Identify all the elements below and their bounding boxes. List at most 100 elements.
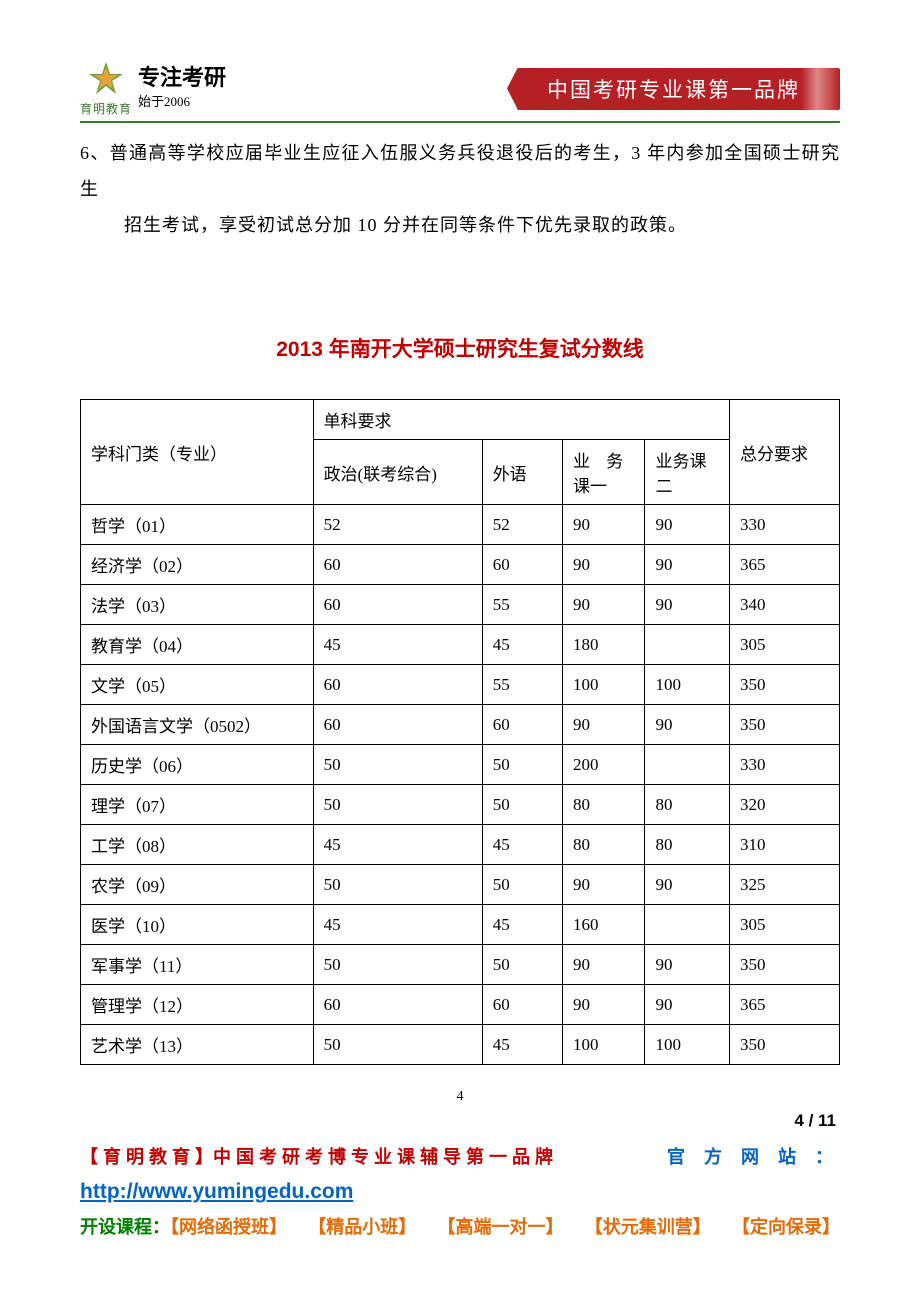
table-cell: 文学（05） — [81, 665, 314, 705]
footer-url[interactable]: http://www.yumingedu.com — [80, 1180, 353, 1203]
page: 育明教育 专注考研 始于2006 中国考研专业课第一品牌 6、普通高等学校应届毕… — [0, 0, 920, 1284]
table-cell: 90 — [563, 985, 645, 1025]
table-cell: 365 — [730, 545, 840, 585]
table-cell: 50 — [482, 865, 562, 905]
table-cell: 90 — [563, 505, 645, 545]
table-cell: 60 — [313, 545, 482, 585]
th-subject: 学科门类（专业） — [81, 400, 314, 505]
table-row: 文学（05）6055100100350 — [81, 665, 840, 705]
table-row: 经济学（02）60609090365 — [81, 545, 840, 585]
table-cell: 90 — [645, 945, 730, 985]
th-course1: 业 务 课一 — [563, 440, 645, 505]
footer-brand-text: 中 国 考 研 考 博 专 业 课 辅 导 第 一 品 牌 — [213, 1147, 553, 1167]
table-cell: 350 — [730, 705, 840, 745]
table-cell: 50 — [313, 745, 482, 785]
table-cell: 60 — [482, 545, 562, 585]
table-cell: 325 — [730, 865, 840, 905]
footer-line1: 【 育 明 教 育 】中 国 考 研 考 博 专 业 课 辅 导 第 一 品 牌… — [80, 1141, 840, 1173]
table-cell: 305 — [730, 625, 840, 665]
footer-brand: 【 育 明 教 育 】中 国 考 研 考 博 专 业 课 辅 导 第 一 品 牌 — [80, 1141, 553, 1173]
courses-label: 开设课程： — [80, 1217, 170, 1237]
logo-name: 育明教育 — [80, 100, 132, 117]
th-foreign: 外语 — [482, 440, 562, 505]
table-cell: 330 — [730, 745, 840, 785]
th-section: 单科要求 — [313, 400, 729, 440]
table-cell: 60 — [313, 985, 482, 1025]
table-cell: 45 — [313, 825, 482, 865]
banner: 中国考研专业课第一品牌 — [517, 68, 840, 110]
footer-courses: 开设课程：【网络函授班】 【精品小班】 【高端一对一】 【状元集训营】 【定向保… — [80, 1211, 840, 1243]
footer-site-label-text: 官 方 网 站 ： — [667, 1147, 840, 1167]
table-cell: 50 — [482, 945, 562, 985]
table-row: 工学（08）45458080310 — [81, 825, 840, 865]
course-3: 【高端一对一】 — [438, 1211, 564, 1243]
table-cell: 60 — [313, 665, 482, 705]
page-header: 育明教育 专注考研 始于2006 中国考研专业课第一品牌 — [80, 60, 840, 117]
table-row: 法学（03）60559090340 — [81, 585, 840, 625]
table-cell: 320 — [730, 785, 840, 825]
th-course1-l2: 课一 — [573, 477, 607, 496]
table-cell: 180 — [563, 625, 645, 665]
table-cell: 医学（10） — [81, 905, 314, 945]
table-title: 2013 年南开大学硕士研究生复试分数线 — [80, 333, 840, 363]
table-cell: 45 — [482, 1025, 562, 1065]
table-cell: 法学（03） — [81, 585, 314, 625]
table-cell: 50 — [482, 745, 562, 785]
table-cell: 80 — [563, 825, 645, 865]
th-course2: 业务课 二 — [645, 440, 730, 505]
course-1: 【网络函授班】 — [170, 1217, 287, 1237]
table-cell — [645, 625, 730, 665]
table-cell: 350 — [730, 1025, 840, 1065]
table-row: 医学（10）4545160305 — [81, 905, 840, 945]
table-cell: 45 — [313, 625, 482, 665]
table-cell: 90 — [563, 545, 645, 585]
table-cell: 340 — [730, 585, 840, 625]
table-row: 哲学（01）52529090330 — [81, 505, 840, 545]
table-cell: 365 — [730, 985, 840, 1025]
table-cell: 外国语言文学（0502） — [81, 705, 314, 745]
table-cell: 100 — [645, 665, 730, 705]
table-cell: 90 — [645, 505, 730, 545]
table-cell: 100 — [645, 1025, 730, 1065]
th-course1-l1: 业 务 — [573, 452, 629, 471]
table-cell: 350 — [730, 945, 840, 985]
th-course2-l1: 业务课 — [655, 452, 706, 471]
logo-since: 始于2006 — [138, 91, 226, 110]
table-cell: 80 — [645, 825, 730, 865]
table-cell: 50 — [482, 785, 562, 825]
table-cell: 45 — [482, 905, 562, 945]
table-cell: 50 — [313, 1025, 482, 1065]
table-cell: 55 — [482, 585, 562, 625]
table-cell: 60 — [482, 705, 562, 745]
table-cell: 军事学（11） — [81, 945, 314, 985]
footer-small-page: 4 — [80, 1089, 840, 1105]
table-cell: 60 — [482, 985, 562, 1025]
table-cell: 理学（07） — [81, 785, 314, 825]
th-politics: 政治(联考综合) — [313, 440, 482, 505]
table-row: 艺术学（13）5045100100350 — [81, 1025, 840, 1065]
table-cell: 305 — [730, 905, 840, 945]
table-cell: 哲学（01） — [81, 505, 314, 545]
table-cell: 历史学（06） — [81, 745, 314, 785]
table-cell: 90 — [645, 985, 730, 1025]
table-cell: 55 — [482, 665, 562, 705]
table-cell: 90 — [645, 705, 730, 745]
logo-block: 育明教育 专注考研 始于2006 — [80, 60, 226, 117]
para-line1: 6、普通高等学校应届毕业生应征入伍服义务兵役退役后的考生，3 年内参加全国硕士研… — [80, 143, 840, 199]
logo-icon-wrap: 育明教育 — [80, 60, 132, 117]
table-cell: 90 — [563, 865, 645, 905]
table-cell: 52 — [482, 505, 562, 545]
table-row: 农学（09）50509090325 — [81, 865, 840, 905]
table-cell: 45 — [313, 905, 482, 945]
table-cell: 45 — [482, 625, 562, 665]
table-cell: 90 — [563, 705, 645, 745]
table-row: 管理学（12）60609090365 — [81, 985, 840, 1025]
table-cell: 艺术学（13） — [81, 1025, 314, 1065]
table-cell: 90 — [645, 585, 730, 625]
table-cell: 90 — [563, 945, 645, 985]
body-paragraph: 6、普通高等学校应届毕业生应征入伍服义务兵役退役后的考生，3 年内参加全国硕士研… — [80, 135, 840, 243]
course-4: 【状元集训营】 — [585, 1211, 711, 1243]
footer-url-line: http://www.yumingedu.com — [80, 1173, 840, 1211]
table-row: 教育学（04）4545180305 — [81, 625, 840, 665]
footer-site-label: 官 方 网 站 ： — [667, 1141, 840, 1173]
